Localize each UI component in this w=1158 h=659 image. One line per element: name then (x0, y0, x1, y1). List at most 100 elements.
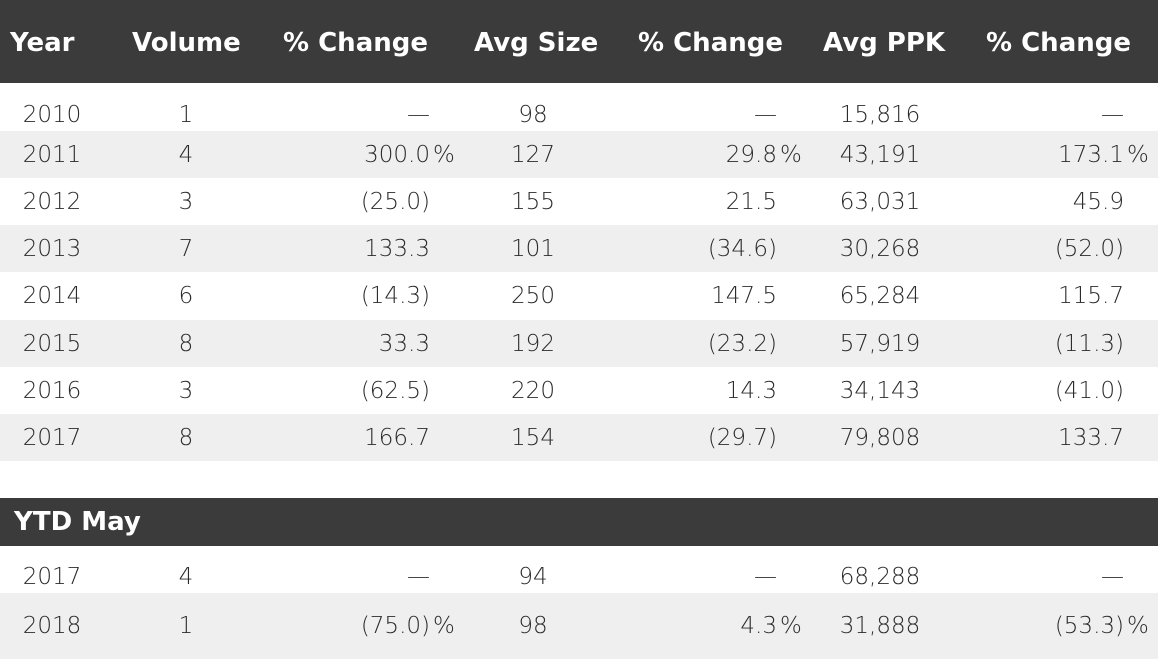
table-row: 2010 1 — 98 — 15,816 — (0, 91, 1158, 138)
cell-volume: 3 (178, 378, 194, 404)
cell-change-volume: (62.5) (360, 378, 430, 404)
cell-change-ppk: — (1101, 102, 1124, 128)
cell-change-size: 29.8% (640, 140, 802, 170)
cell-volume: 7 (178, 236, 194, 262)
cell-avg-ppk: 68,288 (839, 564, 921, 590)
table-row: 2014 6 (14.3) 250 147.5 65,284 115.7 (0, 272, 1158, 319)
cell-change-ppk: 133.7 (1058, 425, 1124, 451)
cell-volume: 3 (178, 189, 194, 215)
cell-change-size: 14.3 (725, 378, 777, 404)
cell-change-ppk: 173.1% (990, 140, 1149, 170)
cell-change-size: (23.2) (707, 331, 777, 357)
cell-avg-size: 101 (511, 236, 555, 262)
cell-avg-size: 155 (511, 189, 555, 215)
cell-avg-size: 98 (518, 102, 548, 128)
header-avg-size: Avg Size (474, 28, 599, 58)
cell-avg-size: 154 (511, 425, 555, 451)
cell-volume: 1 (178, 102, 194, 128)
cell-avg-ppk: 57,919 (839, 331, 921, 357)
cell-change-volume: 33.3 (378, 331, 430, 357)
cell-year: 2015 (22, 331, 82, 357)
percent-sign: % (780, 613, 802, 639)
cell-change-size: (29.7) (707, 425, 777, 451)
cell-avg-ppk: 34,143 (839, 378, 921, 404)
percent-sign: % (1127, 613, 1149, 639)
cell-change-volume: (75.0)% (300, 611, 455, 641)
table-row: 2017 8 166.7 154 (29.7) 79,808 133.7 (0, 414, 1158, 461)
cell-change-volume: (25.0) (360, 189, 430, 215)
header-avg-ppk: Avg PPK (823, 28, 946, 58)
ytd-section-title: YTD May (14, 507, 141, 537)
cell-change-ppk: (52.0) (1054, 236, 1124, 262)
cell-year: 2013 (22, 236, 82, 262)
cell-change-volume: — (407, 564, 430, 590)
percent-sign: % (433, 142, 455, 168)
cell-change-size: — (754, 102, 777, 128)
cell-avg-ppk: 31,888 (839, 613, 921, 639)
table-row: 2011 4 300.0% 127 29.8% 43,191 173.1% (0, 131, 1158, 178)
cell-avg-size: 94 (518, 564, 548, 590)
cell-change-size: (34.6) (707, 236, 777, 262)
cell-change-value: 300.0 (364, 142, 430, 168)
table-row: 2018 1 (75.0)% 98 4.3% 31,888 (53.3)% (0, 593, 1158, 659)
cell-year: 2011 (22, 142, 82, 168)
cell-change-volume: 300.0% (300, 140, 455, 170)
cell-change-volume: — (407, 102, 430, 128)
header-change-volume: % Change (283, 28, 428, 58)
cell-avg-ppk: 43,191 (839, 142, 921, 168)
cell-avg-size: 250 (511, 283, 555, 309)
cell-year: 2012 (22, 189, 82, 215)
percent-sign: % (1127, 142, 1149, 168)
cell-volume: 1 (178, 613, 194, 639)
cell-change-value: (75.0) (360, 613, 430, 639)
cell-change-ppk: (41.0) (1054, 378, 1124, 404)
cell-change-ppk: 115.7 (1058, 283, 1124, 309)
cell-year: 2017 (22, 564, 82, 590)
cell-change-value: 173.1 (1058, 142, 1124, 168)
cell-change-volume: 133.3 (364, 236, 430, 262)
cell-volume: 6 (178, 283, 194, 309)
table-row: 2016 3 (62.5) 220 14.3 34,143 (41.0) (0, 367, 1158, 414)
cell-avg-ppk: 63,031 (839, 189, 921, 215)
table-header: Year Volume % Change Avg Size % Change A… (0, 0, 1158, 83)
cell-volume: 8 (178, 425, 194, 451)
cell-change-ppk: (53.3)% (990, 611, 1149, 641)
cell-avg-ppk: 65,284 (839, 283, 921, 309)
cell-change-size: 21.5 (725, 189, 777, 215)
cell-change-value: 4.3 (740, 613, 777, 639)
cell-avg-size: 98 (518, 613, 548, 639)
table-row: 2015 8 33.3 192 (23.2) 57,919 (11.3) (0, 320, 1158, 367)
cell-year: 2017 (22, 425, 82, 451)
cell-change-ppk: — (1101, 564, 1124, 590)
cell-volume: 8 (178, 331, 194, 357)
cell-volume: 4 (178, 564, 194, 590)
cell-change-ppk: (11.3) (1054, 331, 1124, 357)
cell-change-size: 147.5 (711, 283, 777, 309)
header-change-ppk: % Change (986, 28, 1131, 58)
cell-year: 2010 (22, 102, 82, 128)
percent-sign: % (433, 613, 455, 639)
percent-sign: % (780, 142, 802, 168)
header-change-size: % Change (638, 28, 783, 58)
cell-avg-ppk: 79,808 (839, 425, 921, 451)
ytd-section-header: YTD May (0, 498, 1158, 546)
cell-year: 2014 (22, 283, 82, 309)
cell-year: 2018 (22, 613, 82, 639)
table-row: 2017 4 — 94 — 68,288 — (0, 553, 1158, 600)
cell-avg-size: 220 (511, 378, 555, 404)
cell-change-ppk: 45.9 (1072, 189, 1124, 215)
cell-change-volume: (14.3) (360, 283, 430, 309)
cell-avg-ppk: 15,816 (839, 102, 921, 128)
cell-avg-size: 127 (511, 142, 555, 168)
table-row: 2013 7 133.3 101 (34.6) 30,268 (52.0) (0, 225, 1158, 272)
cell-change-value: (53.3) (1054, 613, 1124, 639)
cell-change-size: — (754, 564, 777, 590)
cell-change-value: 29.8 (725, 142, 777, 168)
cell-avg-size: 192 (511, 331, 555, 357)
header-volume: Volume (132, 28, 241, 58)
header-year: Year (10, 28, 75, 58)
cell-volume: 4 (178, 142, 194, 168)
cell-year: 2016 (22, 378, 82, 404)
cell-change-volume: 166.7 (364, 425, 430, 451)
cell-avg-ppk: 30,268 (839, 236, 921, 262)
